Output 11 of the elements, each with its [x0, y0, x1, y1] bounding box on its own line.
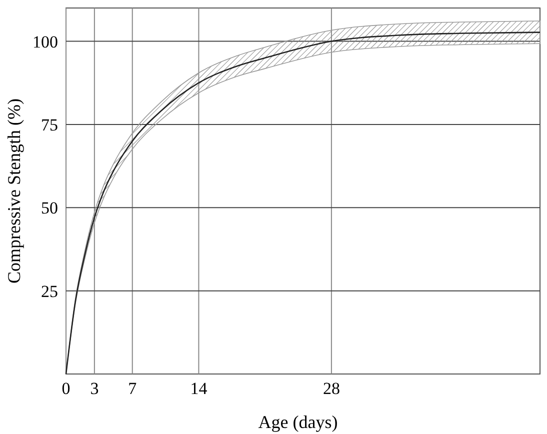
y-tick-label: 100	[32, 32, 58, 52]
x-tick-label: 7	[128, 379, 138, 398]
y-tick-label: 75	[41, 115, 58, 134]
y-tick-label: 50	[41, 198, 58, 218]
x-tick-label: 14	[190, 379, 208, 398]
x-tick-label: 3	[90, 379, 99, 398]
x-tick-label: 28	[322, 379, 340, 398]
y-axis-title: Compressive Stength (%)	[4, 98, 24, 284]
y-tick-label: 25	[41, 282, 58, 301]
x-axis-title: Age (days)	[258, 412, 338, 432]
x-tick-label: 0	[62, 379, 70, 398]
